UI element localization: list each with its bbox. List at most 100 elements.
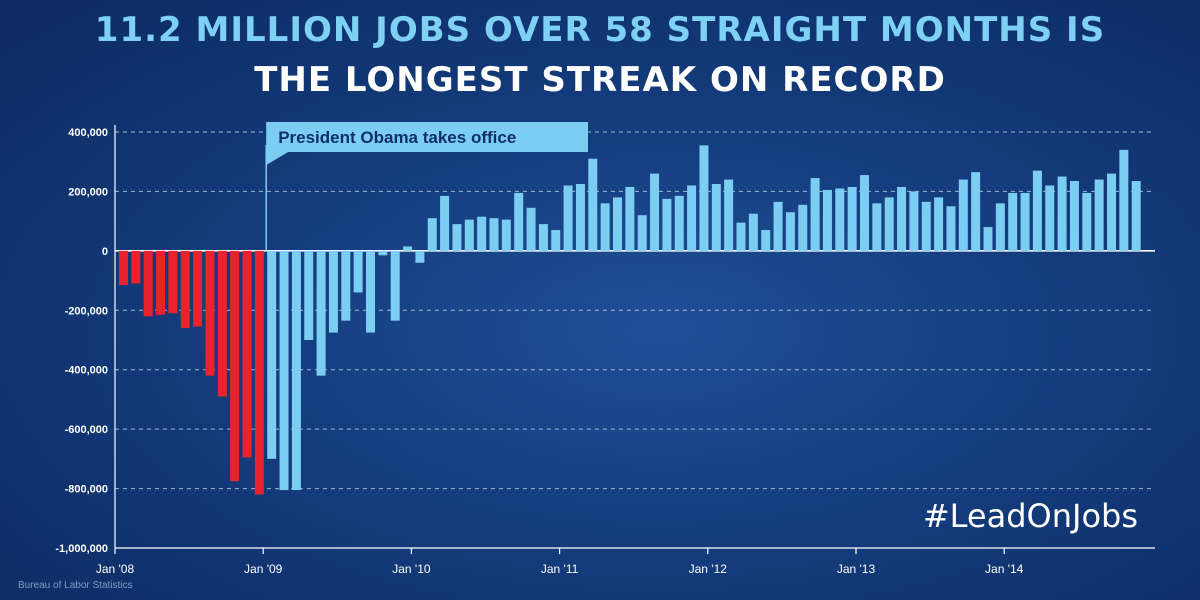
bar bbox=[1008, 192, 1018, 251]
bar bbox=[156, 250, 166, 315]
y-tick-label: 200,000 bbox=[68, 186, 108, 198]
y-tick-label: 0 bbox=[102, 246, 108, 258]
bar bbox=[1032, 170, 1042, 251]
x-tick-label: Jan '13 bbox=[837, 562, 876, 576]
bar bbox=[316, 250, 326, 376]
headline-line-2: THE LONGEST STREAK ON RECORD bbox=[254, 60, 946, 100]
bar bbox=[1107, 173, 1116, 251]
bar bbox=[909, 191, 919, 251]
bar bbox=[971, 172, 981, 251]
bar bbox=[884, 197, 894, 251]
bar bbox=[489, 218, 499, 251]
bar bbox=[563, 185, 573, 251]
bar bbox=[699, 145, 709, 251]
bar bbox=[119, 250, 128, 286]
bar bbox=[131, 250, 141, 284]
bar bbox=[983, 227, 993, 251]
bar bbox=[514, 192, 524, 251]
bar bbox=[230, 250, 240, 482]
y-tick-label: 400,000 bbox=[68, 127, 108, 139]
bar bbox=[1094, 179, 1104, 251]
annotation-callout-box bbox=[266, 122, 588, 165]
bar bbox=[847, 186, 857, 251]
y-tick-label: -1,000,000 bbox=[55, 543, 108, 555]
x-tick-label: Jan '10 bbox=[392, 562, 431, 576]
bar bbox=[674, 195, 684, 251]
bar bbox=[415, 250, 425, 263]
bar bbox=[440, 195, 450, 251]
bar bbox=[551, 230, 561, 251]
bar bbox=[687, 185, 697, 251]
bar bbox=[860, 175, 869, 251]
bar bbox=[588, 158, 598, 251]
bar bbox=[242, 250, 252, 458]
bar bbox=[254, 250, 264, 495]
bar bbox=[427, 218, 437, 251]
bar bbox=[403, 246, 413, 251]
bar bbox=[341, 250, 351, 321]
y-tick-label: -200,000 bbox=[65, 305, 108, 317]
bar bbox=[822, 189, 832, 251]
y-tick-label: -800,000 bbox=[65, 484, 108, 496]
bar bbox=[711, 184, 721, 251]
source-credit: Bureau of Labor Statistics bbox=[18, 580, 133, 591]
headline-line-1: 11.2 MILLION JOBS OVER 58 STRAIGHT MONTH… bbox=[94, 10, 1106, 50]
bar bbox=[613, 197, 622, 251]
bar bbox=[724, 179, 734, 251]
bar bbox=[328, 250, 338, 333]
bar bbox=[637, 215, 647, 251]
bar bbox=[291, 250, 301, 491]
bar bbox=[1020, 192, 1030, 251]
x-tick-label: Jan '08 bbox=[96, 562, 135, 576]
bar bbox=[773, 201, 783, 251]
bar bbox=[452, 224, 462, 251]
bar bbox=[1119, 149, 1129, 251]
x-tick-label: Jan '09 bbox=[244, 562, 283, 576]
bar bbox=[995, 203, 1005, 251]
bar bbox=[501, 219, 511, 251]
bar bbox=[526, 207, 536, 251]
bar bbox=[378, 250, 388, 256]
y-tick-label: -400,000 bbox=[65, 365, 108, 377]
y-tick-label: -600,000 bbox=[65, 424, 108, 436]
bar bbox=[600, 203, 610, 251]
bar bbox=[464, 219, 474, 251]
x-tick-label: Jan '11 bbox=[541, 562, 579, 576]
bar bbox=[810, 178, 820, 251]
x-tick-label: Jan '12 bbox=[689, 562, 728, 576]
bar bbox=[934, 197, 944, 251]
bar bbox=[1045, 185, 1055, 251]
bar bbox=[761, 230, 771, 251]
bar bbox=[785, 212, 795, 251]
hashtag-label: #LeadOnJobs bbox=[922, 497, 1138, 535]
bar bbox=[267, 250, 277, 459]
bar bbox=[958, 179, 968, 251]
bar bbox=[477, 216, 487, 251]
bar bbox=[625, 186, 635, 251]
bar bbox=[390, 250, 400, 321]
bar bbox=[217, 250, 227, 397]
bar bbox=[304, 250, 314, 340]
bar bbox=[897, 186, 907, 251]
bar bbox=[946, 206, 956, 251]
bar bbox=[921, 201, 931, 251]
bar bbox=[1131, 181, 1141, 251]
bar bbox=[205, 250, 215, 376]
bar bbox=[366, 250, 375, 333]
bar bbox=[1082, 192, 1092, 251]
bar bbox=[748, 213, 758, 251]
bar bbox=[1057, 176, 1067, 251]
x-tick-label: Jan '14 bbox=[985, 562, 1024, 576]
bar bbox=[835, 188, 845, 251]
bar bbox=[798, 204, 808, 251]
bar bbox=[662, 198, 672, 251]
bar bbox=[193, 250, 203, 327]
bar bbox=[575, 184, 585, 251]
bar bbox=[143, 250, 153, 317]
bar bbox=[1069, 181, 1079, 251]
bar bbox=[650, 173, 660, 251]
bar bbox=[180, 250, 190, 329]
bar bbox=[872, 203, 882, 251]
bar bbox=[538, 224, 548, 251]
